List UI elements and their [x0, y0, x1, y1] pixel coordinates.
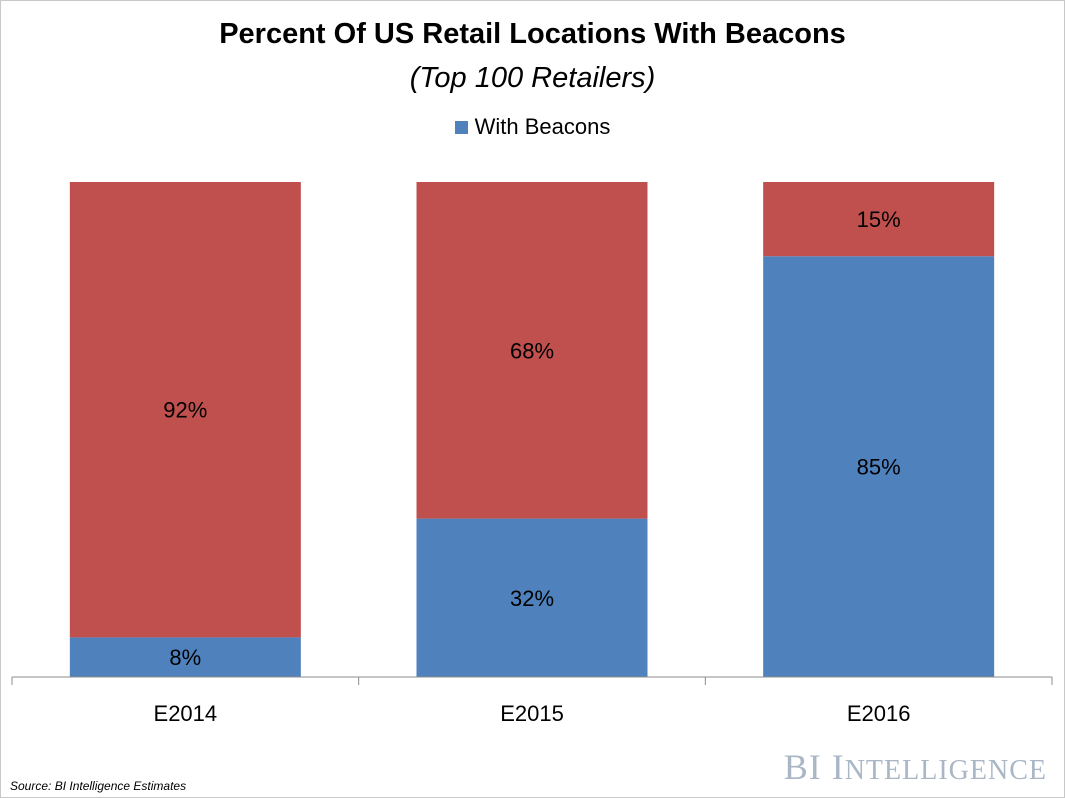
data-label-e2016-series-1: 15%: [857, 207, 901, 232]
legend-label-with-beacons: With Beacons: [474, 114, 611, 139]
bar-e2015-series-1: [416, 182, 648, 519]
legend-swatch-with-beacons: [454, 120, 468, 134]
x-tick-label-e2015: E2015: [500, 701, 564, 726]
source-note: Source: BI Intelligence Estimates: [10, 779, 187, 793]
bar-e2014-series-1: [69, 182, 301, 638]
x-tick-label-e2014: E2014: [154, 701, 218, 726]
x-tick-label-e2016: E2016: [847, 701, 911, 726]
brand-rest: NTELLIGENCE: [844, 755, 1047, 786]
chart-legend: With Beacons: [0, 114, 1065, 140]
chart-title: Percent Of US Retail Locations With Beac…: [219, 18, 846, 50]
data-label-e2015-series-0: 32%: [510, 586, 554, 611]
data-label-e2014-series-1: 92%: [163, 398, 207, 423]
bar-e2016-series-1: [763, 182, 995, 257]
brand-bi: BI: [783, 747, 822, 787]
bar-e2014-series-0: [69, 637, 301, 677]
data-label-e2014-series-0: 8%: [169, 645, 201, 670]
bar-e2016-series-0: [763, 256, 995, 677]
brand-logo: BI INTELLIGENCE: [784, 746, 1047, 788]
brand-i: I: [831, 747, 845, 787]
data-label-e2015-series-1: 68%: [510, 338, 554, 363]
data-label-e2016-series-0: 85%: [857, 455, 901, 480]
chart-subtitle: (Top 100 Retailers): [409, 62, 656, 94]
bar-e2015-series-0: [416, 518, 648, 677]
